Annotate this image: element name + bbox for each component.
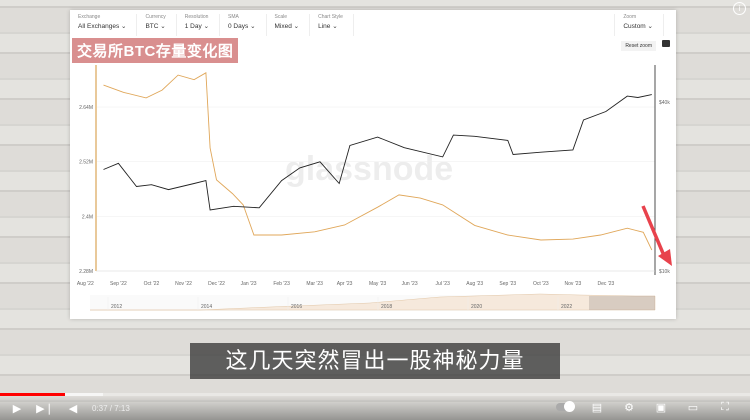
navigator-selection[interactable] <box>589 296 655 310</box>
navigator-tick-label: 2018 <box>381 304 392 310</box>
control-value: BTC ⌄ <box>145 22 165 30</box>
x-tick-label: Oct '23 <box>533 281 549 287</box>
control-chart-style[interactable]: Chart Style Line ⌄ <box>310 14 354 36</box>
x-tick-label: Aug '23 <box>466 281 483 287</box>
y-tick-label: 2.28M <box>79 269 93 275</box>
theater-mode-icon[interactable]: ▭ <box>687 401 699 414</box>
y-tick-label: 2.64M <box>79 105 93 111</box>
control-label: Scale <box>274 14 288 20</box>
next-icon[interactable]: ▶❘ <box>36 402 54 415</box>
control-currency[interactable]: Currency BTC ⌄ <box>137 14 177 36</box>
y-tick-label: 2.52M <box>79 160 93 166</box>
control-exchange[interactable]: Exchange All Exchanges ⌄ <box>70 14 138 36</box>
info-icon[interactable]: i <box>733 2 746 15</box>
x-tick-label: Dec '22 <box>208 281 225 287</box>
navigator-series <box>90 293 656 311</box>
x-tick-label: Sep '23 <box>499 281 516 287</box>
navigator-tick-label: 2022 <box>561 304 572 310</box>
play-icon[interactable]: ▶ <box>12 402 22 415</box>
chart-panel: Exchange All Exchanges ⌄ Currency BTC ⌄ Reso… <box>70 10 676 319</box>
navigator-tick-label: 2012 <box>111 304 122 310</box>
zoom-label: Zoom <box>623 14 637 20</box>
progress-bar[interactable] <box>0 393 750 396</box>
fullscreen-icon[interactable]: ⛶ <box>721 400 729 413</box>
control-label: Currency <box>145 14 166 20</box>
x-tick-label: Jan '23 <box>241 281 257 287</box>
control-value-text: Mixed <box>274 23 292 30</box>
time-display: 0:37 / 7:13 <box>92 403 130 413</box>
x-tick-label: Feb '23 <box>273 281 290 287</box>
x-tick-label: Mar '23 <box>306 281 323 287</box>
x-tick-label: Jun '23 <box>402 281 418 287</box>
x-tick-label: Aug '22 <box>77 281 94 287</box>
chevron-down-icon: ⌄ <box>332 23 338 30</box>
btc-price-line <box>103 94 652 211</box>
control-value-text: 0 Days <box>228 23 249 30</box>
glassnode-watermark: glassnode <box>285 150 454 188</box>
chevron-down-icon: ⌄ <box>121 23 127 30</box>
subtitles-icon[interactable]: ▤ <box>591 401 603 414</box>
volume-icon[interactable]: ◀ <box>68 402 78 415</box>
x-tick-label: Sep '22 <box>110 281 127 287</box>
current-time: 0:37 <box>92 403 108 413</box>
overlay-title: 交易所BTC存量变化图 <box>72 38 239 63</box>
control-value-text: Line <box>318 23 331 30</box>
control-value-text: BTC <box>145 23 159 30</box>
control-label: Exchange <box>78 14 101 20</box>
subtitle: 这几天突然冒出一股神秘力量 <box>190 343 560 379</box>
control-value: 1 Day ⌄ <box>185 22 209 30</box>
control-label: Resolution <box>184 14 209 20</box>
y-tick-label: 2.4M <box>82 214 93 220</box>
control-value: Mixed ⌄ <box>275 22 300 30</box>
navigator: 2012 2014 2016 2018 2020 2022 <box>90 293 656 311</box>
chevron-down-icon: ⌄ <box>293 23 300 30</box>
y-right-tick-label: $40k <box>659 100 670 106</box>
played-bar <box>0 393 65 396</box>
control-value-text: 1 Day <box>184 23 202 30</box>
navigator-tick-label: 2020 <box>471 304 482 310</box>
player-controls: ▶ ▶❘ ◀ 0:37 / 7:13 ▤ ⚙ ▣ ▭ ⛶ <box>0 396 750 420</box>
settings-gear-icon[interactable]: ⚙ <box>624 401 634 414</box>
control-label: Chart Style <box>318 14 343 20</box>
control-value-text: All Exchanges <box>78 23 120 30</box>
control-scale[interactable]: Scale Mixed ⌄ <box>267 14 311 36</box>
x-tick-label: Jul '23 <box>436 281 451 287</box>
control-value: 0 Days ⌄ <box>228 22 256 30</box>
chevron-down-icon: ⌄ <box>203 23 210 30</box>
navigator-tick-label: 2016 <box>291 304 302 310</box>
zoom-value-text: Custom <box>623 23 646 30</box>
exchange-balance-line <box>103 72 653 251</box>
chevron-down-icon: ⌄ <box>647 23 653 30</box>
control-value: All Exchanges ⌄ <box>78 22 126 30</box>
x-tick-label: Apr '23 <box>337 281 353 287</box>
navigator-tick-label: 2014 <box>201 304 212 310</box>
autoplay-toggle[interactable] <box>556 400 575 414</box>
x-tick-label: Nov '22 <box>175 281 192 287</box>
x-tick-label: Dec '23 <box>598 281 615 287</box>
total-time: 7:13 <box>114 403 130 413</box>
chart-controls: Exchange All Exchanges ⌄ Currency BTC ⌄ Reso… <box>70 14 354 36</box>
y-right-tick-label: $10k <box>659 269 670 275</box>
control-sma[interactable]: SMA 0 Days ⌄ <box>220 14 267 36</box>
control-label: SMA <box>228 14 239 20</box>
chevron-down-icon: ⌄ <box>160 23 166 30</box>
reset-zoom-button[interactable]: Reset zoom <box>621 41 656 51</box>
x-tick-label: Nov '23 <box>564 281 581 287</box>
line-chart[interactable]: 2.28M 2.4M 2.52M 2.64M $10k $40k Aug '22 Sep '2… <box>70 10 676 319</box>
control-resolution[interactable]: Resolution 1 Day ⌄ <box>177 14 221 36</box>
x-tick-label: Oct '22 <box>144 281 160 287</box>
chevron-down-icon: ⌄ <box>250 23 256 30</box>
x-tick-label: May '23 <box>369 281 387 287</box>
control-value: Line ⌄ <box>318 22 343 30</box>
zoom-select[interactable]: Zoom Custom ⌄ <box>614 14 664 36</box>
zoom-value: Custom ⌄ <box>623 22 653 30</box>
miniplayer-icon[interactable]: ▣ <box>655 401 667 414</box>
camera-icon[interactable] <box>662 40 670 47</box>
